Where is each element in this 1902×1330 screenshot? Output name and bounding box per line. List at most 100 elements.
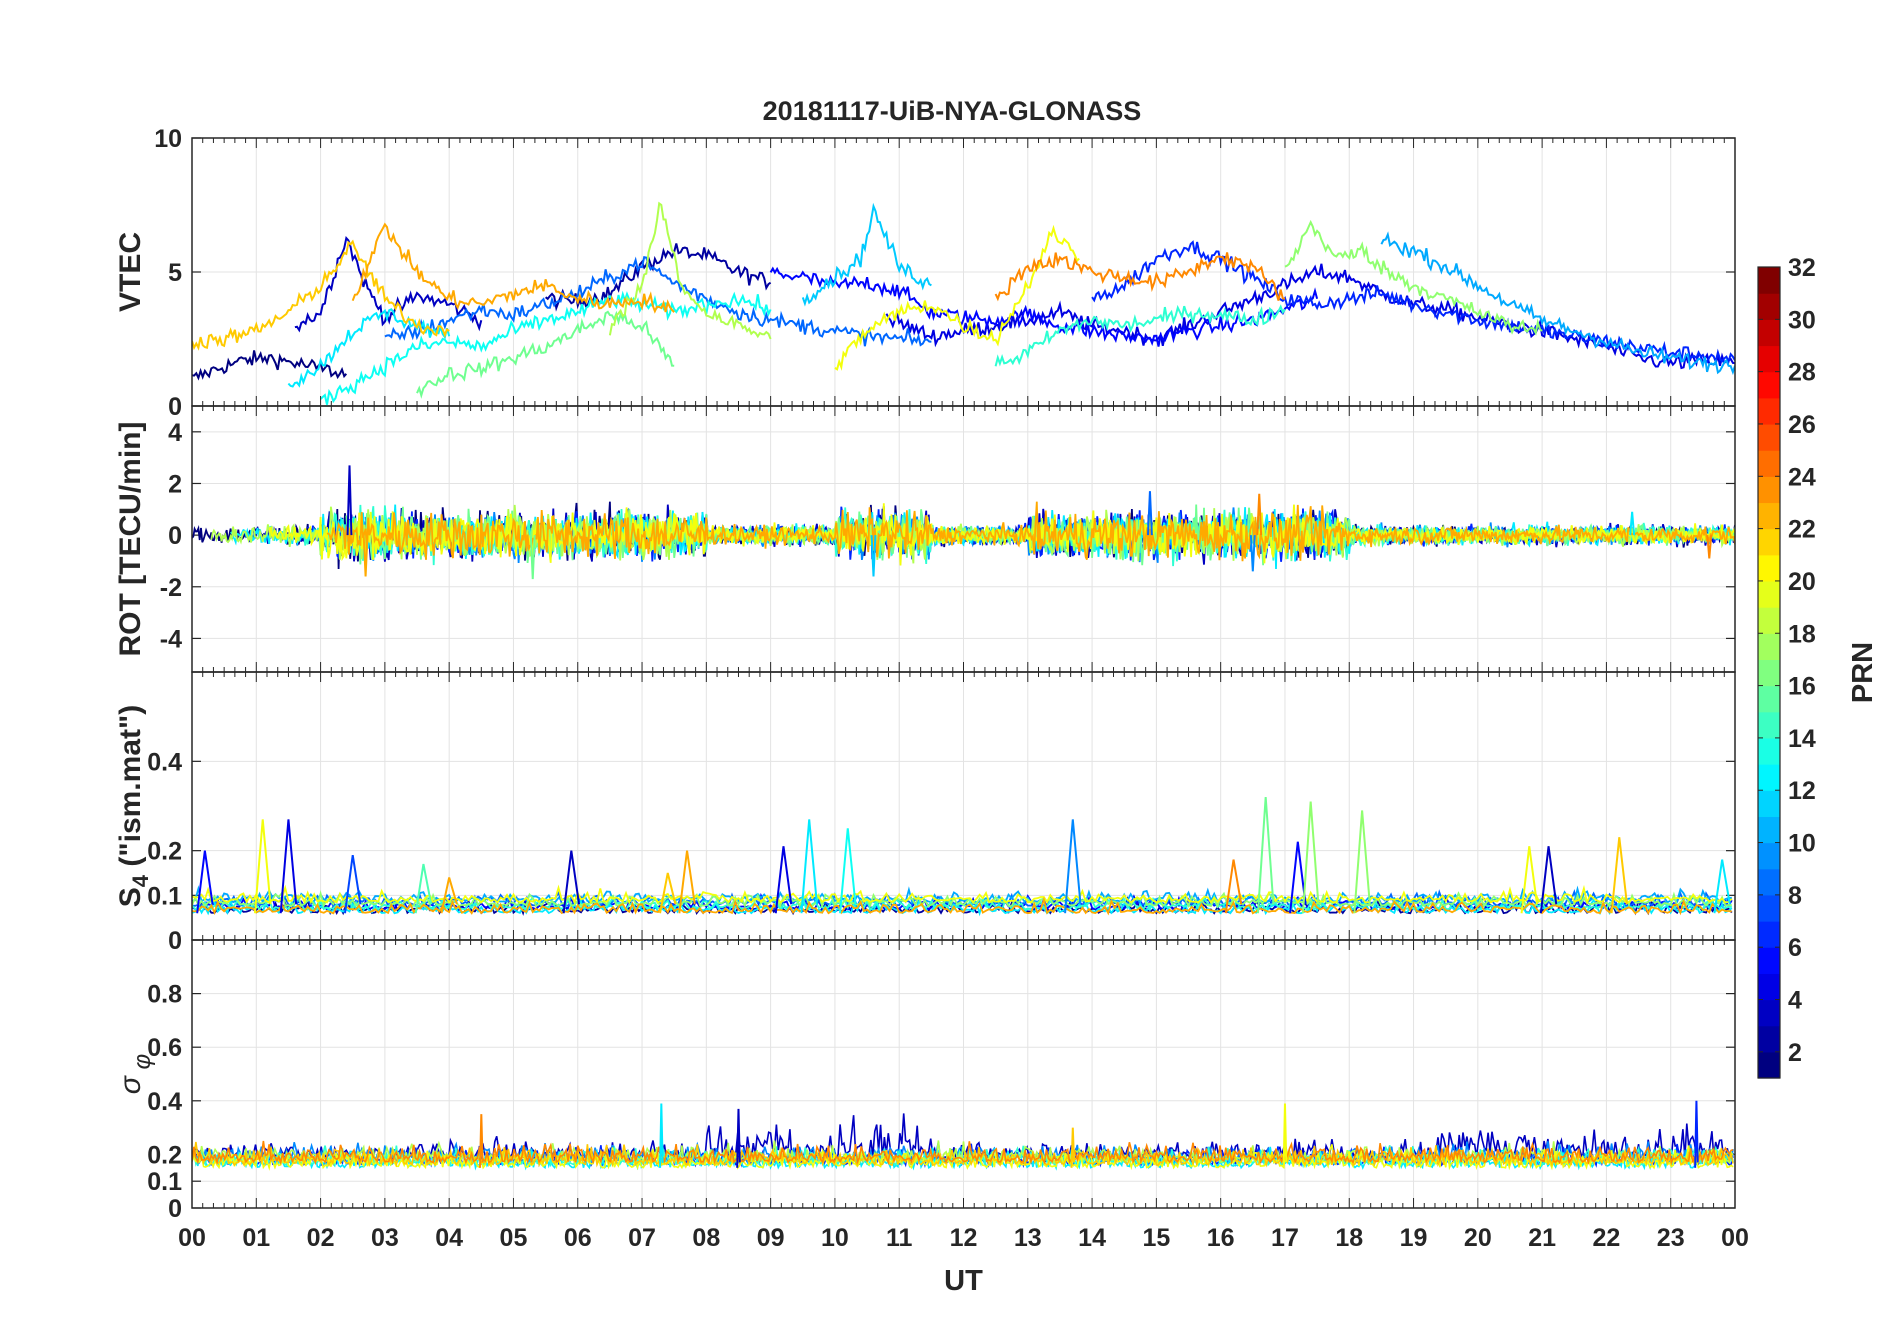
x-axis-label: UT xyxy=(944,1265,983,1297)
y-tick-label: 0 xyxy=(168,927,182,955)
colorbar-band xyxy=(1758,319,1780,347)
x-tick-label: 06 xyxy=(564,1224,592,1252)
colorbar-tick-label: 28 xyxy=(1788,359,1816,387)
rot-series-prn-23 xyxy=(326,501,1735,562)
panel-2: -4 -2 0 2 4 ROT [TECU/min] xyxy=(114,405,1736,673)
colorbar-tick-label: 32 xyxy=(1788,254,1816,282)
colorbar-band xyxy=(1758,711,1780,739)
y-tick-label: -4 xyxy=(160,625,182,653)
colorbar-tick-label: 8 xyxy=(1788,882,1802,910)
colorbar-tick-label: 26 xyxy=(1788,411,1816,439)
colorbar-band xyxy=(1758,1025,1780,1053)
x-tick-label: 19 xyxy=(1400,1224,1428,1252)
s4-spike xyxy=(1064,819,1082,914)
s4-spike xyxy=(414,863,433,914)
colorbar-band xyxy=(1758,947,1780,974)
x-tick-label: 15 xyxy=(1142,1224,1170,1252)
x-tick-label: 11 xyxy=(886,1224,913,1252)
sigma-spike xyxy=(659,1103,664,1168)
y-tick-label: 0 xyxy=(168,522,182,550)
s4-spike xyxy=(659,872,677,914)
y-axis-label: ROT [TECU/min] xyxy=(114,422,147,657)
y-tick-label: 0.1 xyxy=(147,882,182,910)
s4-spike xyxy=(1289,841,1307,914)
y-tick-label: 2 xyxy=(168,470,182,498)
s4-spike xyxy=(1610,837,1628,914)
panel-4: 00.10.20.40.60.8σ φ xyxy=(114,939,1736,1223)
colorbar-band xyxy=(1758,502,1780,530)
panel-1: 0 5 10 VTEC xyxy=(114,125,1736,421)
y-tick-label: -2 xyxy=(160,574,182,602)
colorbar-tick-label: 18 xyxy=(1788,620,1816,648)
x-tick-label: 03 xyxy=(371,1224,399,1252)
x-tick-label: 00 xyxy=(1721,1224,1749,1252)
s4-spike xyxy=(344,854,362,914)
colorbar-tick-label: 20 xyxy=(1788,568,1816,596)
vtec-series-prn-5 xyxy=(769,266,1319,347)
colorbar-band xyxy=(1758,397,1780,425)
x-tick-label: 14 xyxy=(1078,1224,1106,1252)
colorbar-band xyxy=(1758,450,1780,477)
y-axis-label: VTEC xyxy=(114,232,147,312)
y-tick-label: 0.2 xyxy=(147,838,182,866)
colorbar-label: PRN xyxy=(1847,642,1879,703)
y-tick-label: 4 xyxy=(168,419,182,447)
s4-series-prn-12 xyxy=(192,896,1733,917)
colorbar-tick-label: 30 xyxy=(1788,306,1816,334)
sigma-spike xyxy=(736,1108,741,1168)
s4-spike xyxy=(1301,801,1320,914)
sigma-series-prn-22 xyxy=(192,1141,1734,1168)
vtec-series-prn-10 xyxy=(1380,231,1735,376)
vtec-series-prn-16 xyxy=(416,310,675,399)
colorbar-tick-label: 4 xyxy=(1788,987,1802,1015)
colorbar-band xyxy=(1758,607,1780,634)
vtec-series-prn-20 xyxy=(834,224,1080,371)
s4-spike xyxy=(440,877,458,914)
vtec-series-prn-11 xyxy=(801,202,932,307)
rot-spike xyxy=(1147,491,1153,536)
s4-spike xyxy=(1224,859,1243,914)
colorbar-tick-label: 22 xyxy=(1788,516,1816,544)
s4-spike xyxy=(562,850,581,914)
rot-spike xyxy=(1256,493,1263,536)
colorbar-tick-label: 10 xyxy=(1788,830,1816,858)
y-tick-label: 0.4 xyxy=(147,1088,182,1116)
colorbar-band xyxy=(1758,345,1780,373)
y-tick-label: 0.4 xyxy=(147,748,182,776)
y-tick-label: 5 xyxy=(168,259,182,287)
panel-3: 0 0.1 0.2 0.4S4 ("ism.mat") xyxy=(114,671,1736,955)
s4-spike xyxy=(678,850,696,914)
x-tick-label: 17 xyxy=(1271,1224,1299,1252)
vtec-series-prn-12 xyxy=(287,308,451,388)
y-axis-label-sub: 4 xyxy=(128,874,153,887)
vtec-series-prn-6 xyxy=(1091,240,1735,365)
colorbar-band xyxy=(1758,764,1780,791)
plot-area xyxy=(192,796,1733,917)
plot-area xyxy=(192,201,1735,405)
colorbar-band xyxy=(1758,685,1780,713)
rot-spike xyxy=(1629,511,1636,536)
x-tick-label: 22 xyxy=(1593,1224,1621,1252)
s4-spike xyxy=(254,819,272,914)
plot-area xyxy=(192,1100,1734,1171)
x-tick-label: 16 xyxy=(1207,1224,1235,1252)
x-tick-label: 09 xyxy=(757,1224,785,1252)
x-tick-label: 02 xyxy=(307,1224,335,1252)
y-tick-label: 0.8 xyxy=(147,981,182,1009)
colorbar-band xyxy=(1758,580,1780,608)
colorbar-band xyxy=(1758,868,1780,896)
x-tick-label: 10 xyxy=(821,1224,849,1252)
x-tick-label: 12 xyxy=(950,1224,978,1252)
colorbar-band xyxy=(1758,371,1780,399)
x-tick-label: 08 xyxy=(692,1224,720,1252)
colorbar-band xyxy=(1758,1051,1780,1079)
colorbar-tick-label: 24 xyxy=(1788,463,1816,491)
x-tick-label: 00 xyxy=(178,1224,206,1252)
s4-series-prn-23 xyxy=(192,896,1732,916)
chart-title: 20181117-UiB-NYA-GLONASS xyxy=(763,96,1142,126)
y-tick-label: 0 xyxy=(168,1195,182,1223)
s4-series-prn-20 xyxy=(192,884,1733,906)
y-axis-label-rest: ("ism.mat") xyxy=(114,705,147,875)
s4-spike xyxy=(279,819,298,914)
sigma-spike xyxy=(1282,1103,1288,1168)
